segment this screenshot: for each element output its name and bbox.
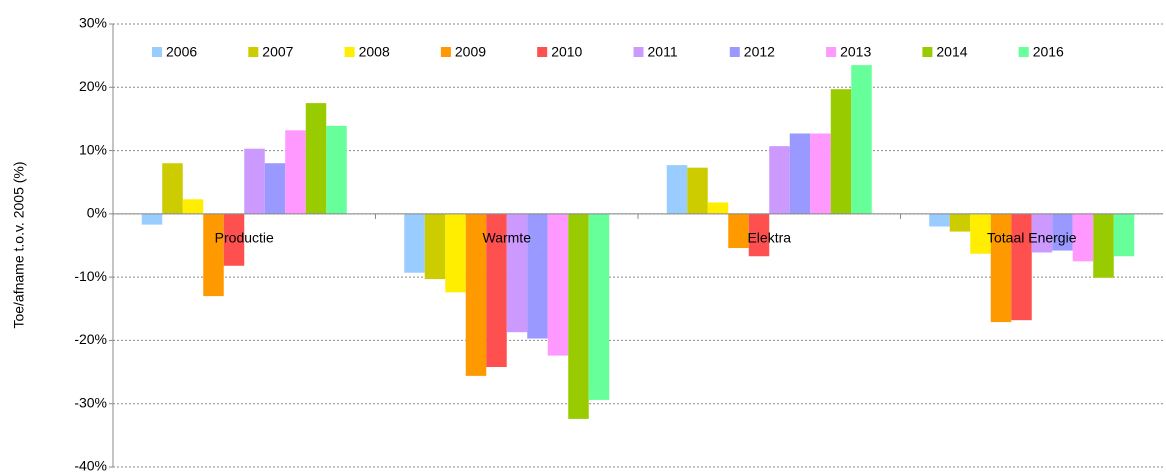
legend-label: 2012: [744, 44, 775, 60]
bar: [465, 213, 487, 376]
legend-label: 2013: [840, 44, 871, 60]
y-axis-label: Toe/afname t.o.v. 2005 (%): [11, 161, 27, 328]
legend-label: 2008: [359, 44, 390, 60]
bar: [970, 213, 991, 254]
bar: [588, 213, 610, 400]
bar: [203, 213, 224, 297]
bar: [305, 103, 327, 214]
y-tick-label: -10%: [74, 268, 107, 284]
legend-swatch: [440, 47, 451, 57]
bar: [326, 125, 347, 214]
y-tick-label: 0%: [87, 205, 107, 221]
legend-swatch: [1018, 47, 1029, 57]
legend-swatch: [537, 47, 548, 57]
bar: [728, 213, 749, 249]
category-label: Warmte: [483, 230, 532, 246]
bar: [990, 213, 1012, 323]
bar: [162, 163, 183, 214]
category-label: Elektra: [747, 230, 791, 246]
bar: [707, 202, 729, 214]
bar: [929, 213, 950, 227]
bar: [547, 213, 569, 356]
bar: [748, 213, 770, 257]
bar: [851, 65, 872, 214]
bar: [486, 213, 507, 368]
bar: [1031, 213, 1053, 253]
category-label: Productie: [215, 230, 274, 246]
y-tick-label: -30%: [74, 394, 107, 410]
bar: [527, 213, 548, 339]
legend-label: 2010: [551, 44, 582, 60]
bar: [949, 213, 971, 232]
bar: [810, 133, 831, 214]
bar: [1113, 213, 1135, 257]
bar: [424, 213, 446, 280]
bar: [687, 167, 708, 214]
legend-label: 2011: [648, 44, 678, 60]
y-tick-label: -20%: [74, 331, 107, 347]
bar: [1052, 213, 1073, 251]
legend-label: 2006: [166, 44, 197, 60]
bar: [223, 213, 245, 266]
y-tick-label: 10%: [79, 141, 107, 157]
bar: [264, 163, 286, 214]
legend-label: 2007: [262, 44, 293, 60]
legend-label: 2009: [455, 44, 486, 60]
y-tick-label: 20%: [79, 78, 107, 94]
bar: [285, 130, 306, 214]
bar: [182, 199, 204, 214]
y-tick-label: -40%: [74, 458, 107, 473]
bar: [244, 148, 265, 214]
bar: [141, 213, 163, 225]
bar: [789, 133, 811, 214]
y-tick-label: 30%: [79, 15, 107, 31]
legend-swatch: [633, 47, 644, 57]
bar: [830, 89, 852, 214]
legend-swatch: [826, 47, 837, 57]
category-label: Totaal Energie: [987, 230, 1077, 246]
bar: [666, 165, 688, 214]
bar: [404, 213, 425, 273]
bar: [1011, 213, 1032, 321]
legend-label: 2014: [936, 44, 967, 60]
bar: [506, 213, 528, 333]
bar: [1072, 213, 1094, 262]
legend-swatch: [248, 47, 259, 57]
bar: [445, 213, 466, 293]
legend-swatch: [344, 47, 355, 57]
legend-swatch: [922, 47, 933, 57]
bar: [1093, 213, 1114, 278]
legend-label: 2016: [1033, 44, 1064, 60]
legend-swatch: [729, 47, 740, 57]
bar: [769, 146, 790, 214]
legend-swatch: [152, 47, 162, 57]
bar: [568, 213, 589, 419]
